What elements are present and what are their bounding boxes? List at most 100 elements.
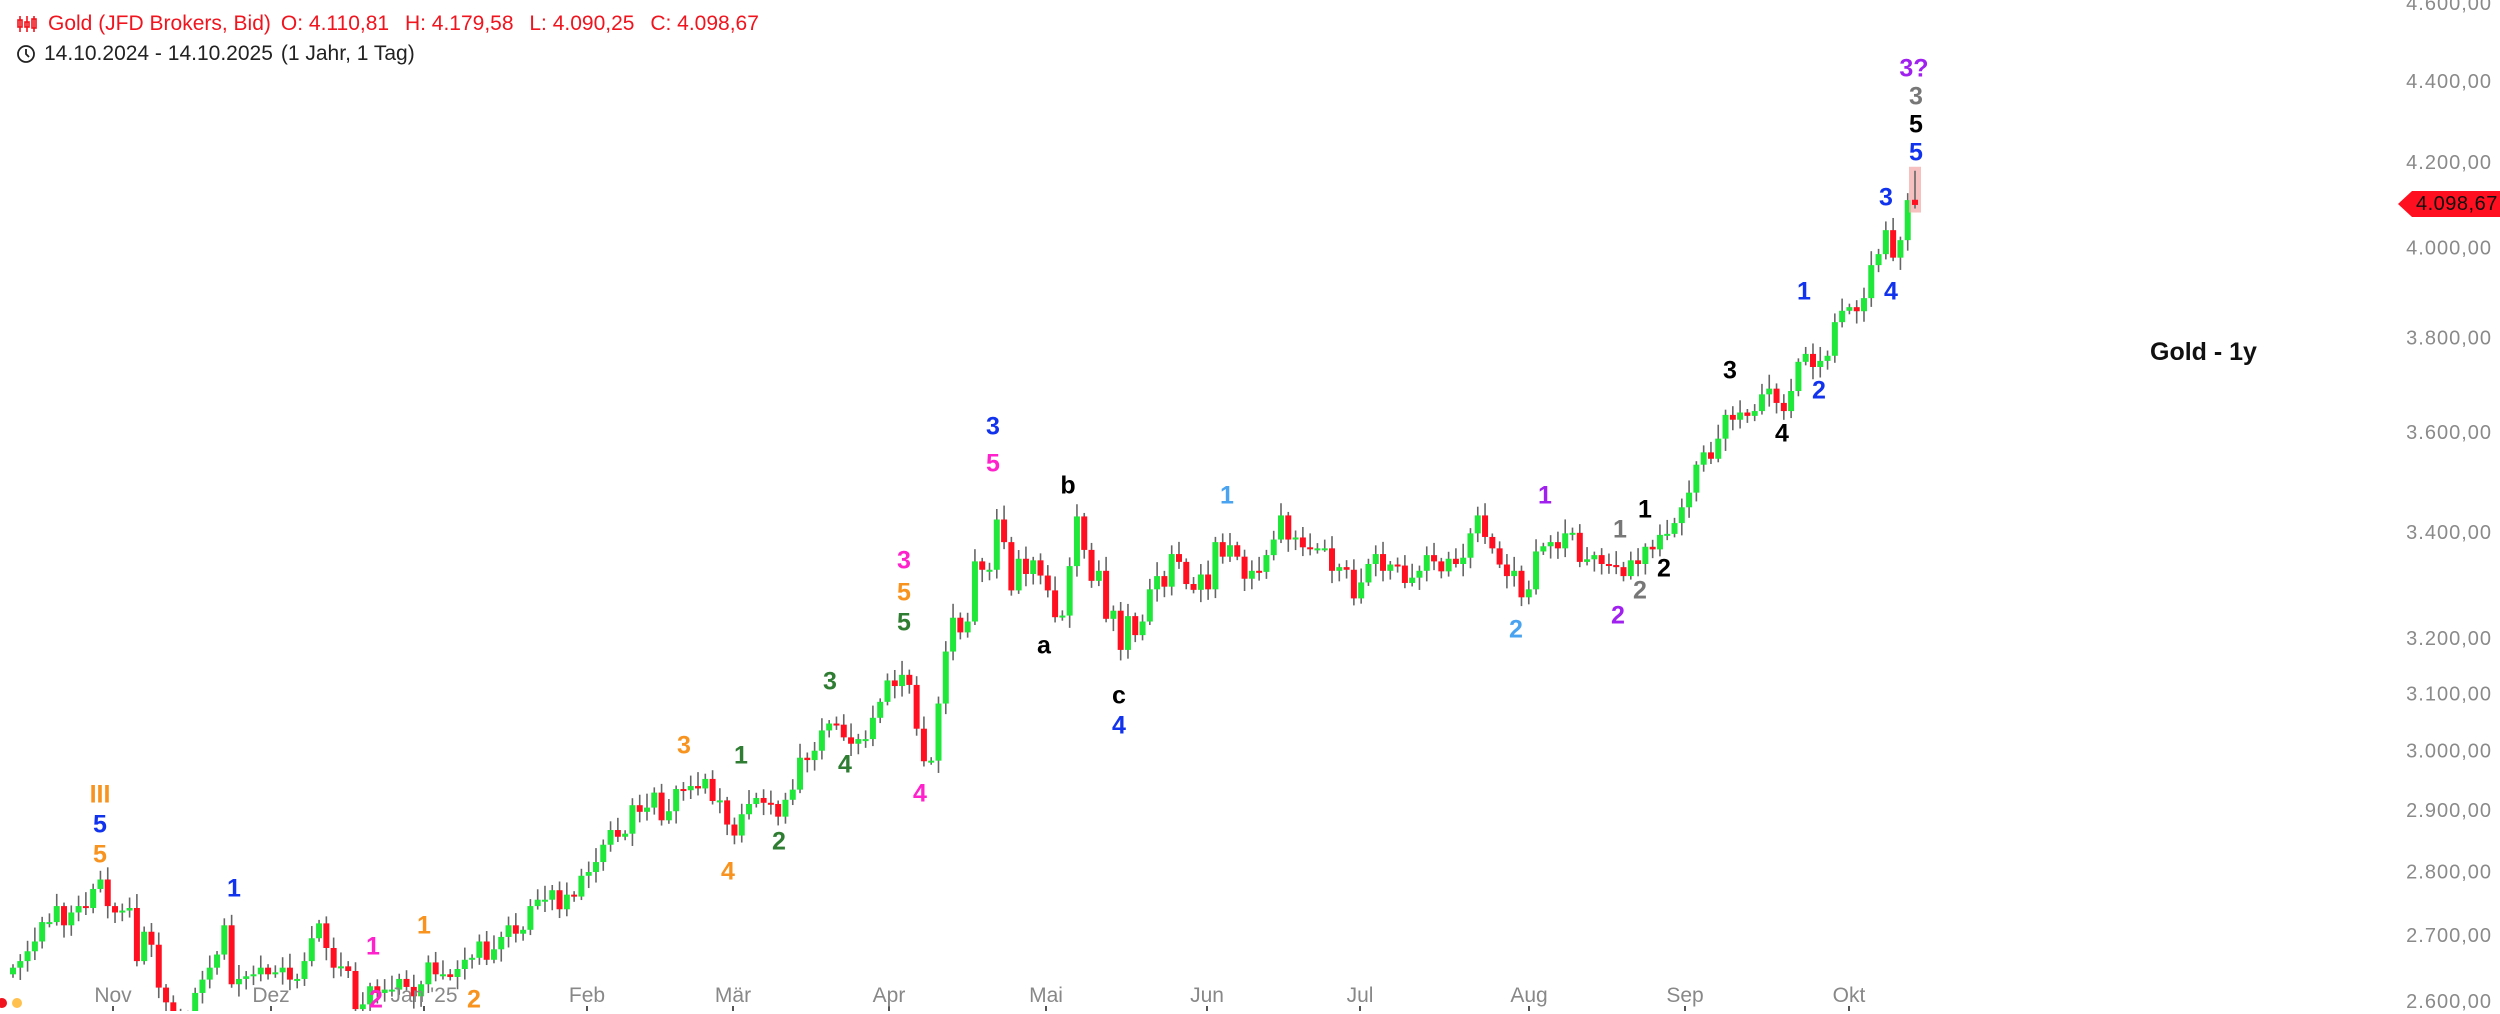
candle-up [1460,557,1467,564]
indicator-dot-orange[interactable] [12,998,22,1008]
candle-up [454,969,461,977]
candle-up [235,978,242,985]
candle-down [1605,563,1612,566]
candle-up [607,830,614,845]
wave-label: 5 [93,840,107,869]
candle-up [1124,616,1131,650]
candle-up [272,972,279,975]
candle-down [104,879,111,907]
candle-down [775,803,782,817]
candle-up [498,936,505,950]
candle-up [527,906,534,930]
price-axis[interactable]: 2.600,00 2.700,00 2.800,00 2.900,00 3.000,00… [2406,0,2492,1011]
price-axis-label: 2.900,00 [2406,800,2492,822]
candle-up [53,906,60,923]
candle-up [855,739,862,744]
current-price-tag: 4.098,67 [2398,191,2500,217]
candle-up [1154,576,1161,590]
month-label: Aug [1510,984,1548,1007]
candle-up [1656,534,1663,550]
candle-up [1860,298,1867,312]
candle-down [1503,564,1510,577]
candle-up [935,703,942,761]
candle-up [1693,464,1700,493]
indicator-dot-red[interactable] [0,998,7,1008]
candle-up [1423,555,1430,571]
price-axis-label: 2.700,00 [2406,925,2492,947]
candle-up [950,617,957,652]
candle-up [316,923,323,939]
chart-title: Gold - 1y [2150,338,2257,366]
candle-up [39,922,46,942]
candle-up [753,797,760,804]
price-axis-label: 3.100,00 [2406,683,2492,705]
candle-up [563,894,570,910]
candle-up [1372,554,1379,564]
candle-down [82,906,89,909]
price-axis-label: 3.200,00 [2406,628,2492,650]
candle-down [571,894,578,897]
candle-up [1758,394,1765,412]
price-axis-label: 3.000,00 [2406,741,2492,763]
wave-label: a [1037,631,1051,660]
wave-label: 3 [897,546,911,575]
clock-icon[interactable] [16,44,36,64]
period: (1 Jahr, 1 Tag) [280,42,415,65]
candle-down [1190,584,1197,590]
candle-down [323,923,330,948]
candle-down [1744,412,1751,416]
wave-label: b [1060,471,1076,500]
wave-label: 2 [772,827,786,856]
wave-label: 2 [1812,376,1826,405]
candle-down [163,987,170,1003]
candle-down [1780,402,1787,412]
candle-down [724,800,731,825]
candle-up [1095,570,1102,581]
candle-down [1431,555,1438,562]
current-price: 4.098,67 [2416,193,2498,215]
candle-up [192,992,199,1011]
candle-up [600,844,607,863]
candle-up [884,680,891,702]
wave-label: 1 [366,932,380,961]
candle-down [957,617,964,633]
wave-label: 2 [1633,576,1647,605]
wave-label: 3? [1899,54,1929,83]
candle-up [31,941,38,952]
candle-up [1110,610,1117,619]
candle-down [1299,537,1306,548]
candle-down [410,986,417,997]
wave-label: III [89,780,111,809]
candle-up [629,805,636,834]
candle-down [1394,564,1401,567]
candle-up [1817,360,1824,367]
wave-label: 4 [721,857,735,886]
wave-label: 2 [1611,601,1625,630]
candle-up [367,986,374,1005]
candle-down [352,970,359,1010]
wave-label: 3 [1909,82,1923,111]
candle-up [75,906,82,913]
candle-up [520,929,527,934]
month-label: Jun [1190,984,1224,1007]
candle-up [971,561,978,622]
candle-down [636,805,643,812]
candle-down [133,907,140,962]
candle-up [1839,310,1846,323]
candle-up [1197,574,1204,590]
candle-up [1831,322,1838,356]
candle-down [680,789,687,792]
candle-up [1066,566,1073,616]
candlestick-icon[interactable] [16,14,38,34]
candle-down [512,925,519,934]
price-axis-label: 4.400,00 [2406,71,2492,93]
candle-down [1350,569,1357,599]
candle-down [614,830,621,837]
candle-up [964,621,971,633]
candle-up [1533,551,1540,590]
candle-down [1380,554,1387,571]
candle-up [578,875,585,897]
candle-up [1525,589,1532,598]
candle-up [418,984,425,997]
